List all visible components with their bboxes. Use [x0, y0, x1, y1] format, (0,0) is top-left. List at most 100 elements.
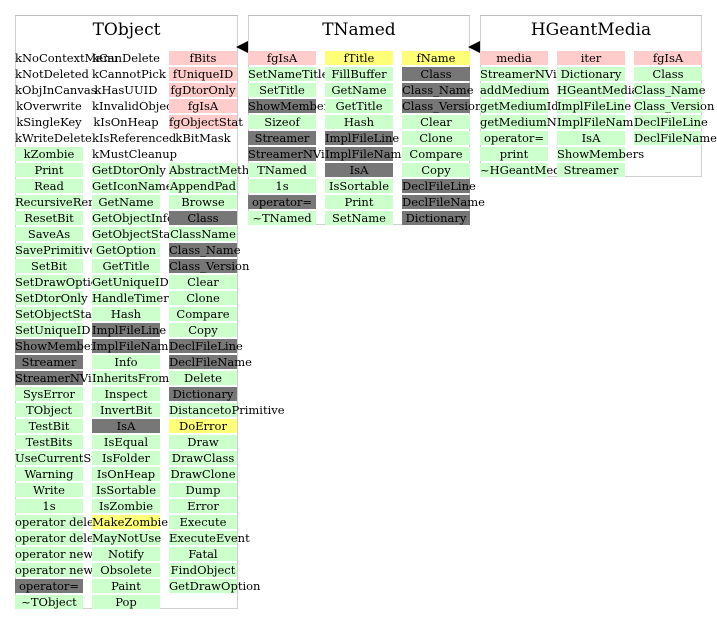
member-0-1-21: Inspect: [92, 387, 160, 401]
member-0-0-0: kNoContextMenu: [15, 51, 119, 65]
member-0-0-9: RecursiveRemove: [15, 195, 120, 209]
member-0-1-4: kIsOnHeap: [93, 115, 159, 129]
member-2-2-3: Class_Version: [634, 99, 715, 113]
member-0-0-20: StreamerNVirtual: [15, 371, 120, 385]
member-2-2-5: DeclFileName: [634, 131, 717, 145]
member-0-0-8: Read: [15, 179, 83, 193]
member-1-2-7: Copy: [402, 163, 470, 177]
class-title-hgeantmedia: HGeantMedia: [530, 20, 652, 40]
member-0-1-14: GetUniqueID: [92, 275, 169, 289]
member-0-1-30: MayNotUse: [92, 531, 162, 545]
member-2-0-3: getMediumId: [480, 99, 559, 113]
member-1-2-2: Class_Name: [402, 83, 474, 97]
member-0-1-0: kCanDelete: [92, 51, 160, 65]
member-0-2-13: Class_Version: [169, 259, 250, 273]
member-0-0-11: SaveAs: [15, 227, 83, 241]
member-2-1-6: ShowMembers: [557, 147, 645, 161]
member-0-0-25: UseCurrentStyle: [15, 451, 113, 465]
member-1-1-1: FillBuffer: [325, 67, 393, 81]
member-2-1-4: ImplFileName: [557, 115, 641, 129]
member-0-1-33: Paint: [92, 579, 160, 593]
member-1-0-6: StreamerNVirtual: [248, 147, 353, 161]
inheritance-arrow-hgeantmedia-to-tnamed: [468, 41, 480, 53]
member-1-1-3: GetTitle: [325, 99, 393, 113]
member-0-0-2: kObjInCanvas: [15, 83, 97, 97]
member-1-2-1: Class: [402, 67, 470, 81]
member-2-0-0: media: [480, 51, 548, 65]
member-0-2-15: Clone: [169, 291, 237, 305]
member-0-0-28: 1s: [15, 499, 83, 513]
member-1-2-5: Clone: [402, 131, 470, 145]
member-0-2-32: FindObject: [169, 563, 237, 577]
member-1-0-5: Streamer: [248, 131, 316, 145]
member-0-0-30: operator delete[]: [15, 531, 115, 545]
member-0-1-18: ImplFileName: [92, 339, 176, 353]
member-0-1-34: Pop: [92, 595, 160, 609]
member-0-1-15: HandleTimer: [92, 291, 169, 305]
member-0-0-7: Print: [15, 163, 83, 177]
member-1-0-4: Sizeof: [248, 115, 316, 129]
member-0-2-33: GetDrawOption: [169, 579, 261, 593]
member-1-0-10: ~TNamed: [248, 211, 316, 225]
member-0-2-1: fUniqueID: [169, 67, 237, 81]
member-0-0-26: Warning: [15, 467, 83, 481]
member-1-0-7: TNamed: [248, 163, 316, 177]
member-1-1-9: Print: [325, 195, 393, 209]
member-2-2-4: DeclFileLine: [634, 115, 708, 129]
member-2-1-7: Streamer: [557, 163, 625, 177]
member-0-2-21: Dictionary: [169, 387, 237, 401]
member-1-0-3: ShowMembers: [248, 99, 336, 113]
member-0-0-29: operator delete: [15, 515, 106, 529]
member-2-0-2: addMedium: [480, 83, 550, 97]
member-2-1-5: IsA: [557, 131, 625, 145]
member-1-1-7: IsA: [325, 163, 393, 177]
member-2-1-2: HGeantMedia: [557, 83, 639, 97]
member-0-0-15: SetDtorOnly: [15, 291, 88, 305]
member-0-0-10: ResetBit: [15, 211, 83, 225]
member-1-2-0: fName: [402, 51, 470, 65]
member-0-1-26: IsOnHeap: [92, 467, 160, 481]
member-0-1-3: kInvalidObject: [92, 99, 178, 113]
inheritance-arrow-tnamed-to-tobject: [236, 41, 248, 53]
member-1-1-5: ImplFileLine: [325, 131, 400, 145]
member-0-2-31: Fatal: [169, 547, 237, 561]
member-0-2-14: Clear: [169, 275, 237, 289]
member-0-0-12: SavePrimitive: [15, 243, 97, 257]
member-0-2-10: Class: [169, 211, 237, 225]
member-1-2-6: Compare: [402, 147, 470, 161]
member-0-0-34: ~TObject: [15, 595, 83, 609]
member-0-1-2: kHasUUID: [94, 83, 158, 97]
member-0-2-30: ExecuteEvent: [169, 531, 250, 545]
member-0-2-18: DeclFileLine: [169, 339, 243, 353]
member-1-2-10: Dictionary: [402, 211, 470, 225]
member-0-2-11: ClassName: [169, 227, 237, 241]
member-0-2-5: kBitMask: [175, 131, 231, 145]
member-0-0-19: Streamer: [15, 355, 83, 369]
member-2-0-1: StreamerNVirtual: [480, 67, 585, 81]
member-0-2-27: Dump: [169, 483, 237, 497]
member-0-0-6: kZombie: [15, 147, 83, 161]
member-0-0-21: SysError: [15, 387, 83, 401]
member-0-2-24: Draw: [169, 435, 237, 449]
member-0-2-29: Execute: [169, 515, 237, 529]
member-0-0-17: SetUniqueID: [15, 323, 91, 337]
member-0-2-0: fBits: [169, 51, 237, 65]
member-0-2-3: fgIsA: [169, 99, 237, 113]
class-title-tnamed: TNamed: [322, 20, 396, 40]
member-0-1-6: kMustCleanup: [92, 147, 177, 161]
member-0-0-33: operator=: [15, 579, 83, 593]
member-0-1-5: kIsReferenced: [92, 131, 177, 145]
member-0-2-8: AppendPad: [169, 179, 237, 193]
member-2-1-0: iter: [557, 51, 625, 65]
member-1-2-4: Clear: [402, 115, 470, 129]
member-0-0-1: kNotDeleted: [15, 67, 89, 81]
member-0-1-22: InvertBit: [92, 403, 160, 417]
member-0-1-11: GetObjectStat: [92, 227, 175, 241]
member-0-2-6: [169, 147, 237, 161]
member-0-0-5: kWriteDelete: [15, 131, 92, 145]
member-2-2-0: fgIsA: [634, 51, 702, 65]
member-0-1-10: GetObjectInfo: [92, 211, 174, 225]
member-0-2-19: DeclFileName: [169, 355, 252, 369]
member-2-0-7: ~HGeantMedia: [480, 163, 572, 177]
member-0-1-29: MakeZombie: [92, 515, 169, 529]
